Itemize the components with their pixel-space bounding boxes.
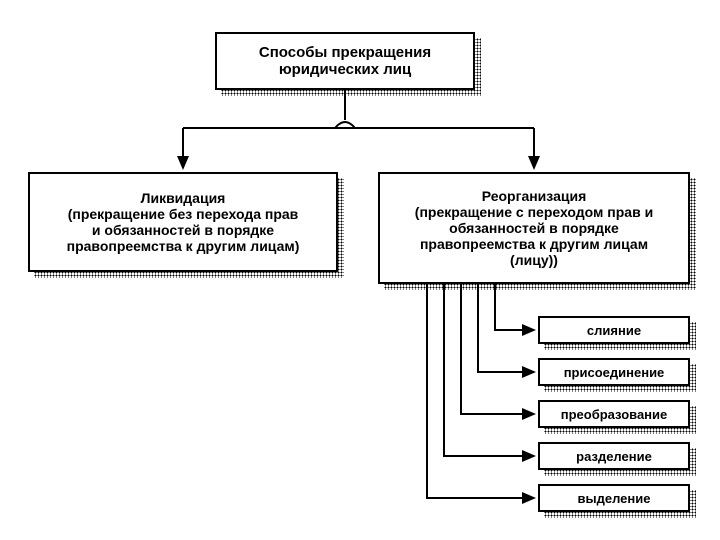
- liquidation-line3: и обязанностей в порядке: [92, 222, 274, 238]
- reorganization-line5: (лицу)): [510, 252, 558, 268]
- liquidation-line2: (прекращение без перехода прав: [68, 206, 299, 222]
- root-box: Способы прекращения юридических лиц: [215, 32, 475, 90]
- sub-label-3: разделение: [576, 449, 652, 464]
- liquidation-line4: правопреемства к другим лицам): [67, 238, 300, 254]
- sub-box-join: присоединение: [538, 358, 690, 386]
- sub-label-4: выделение: [578, 491, 651, 506]
- sub-box-split: разделение: [538, 442, 690, 470]
- root-line1: Способы прекращения: [259, 44, 431, 61]
- liquidation-box: Ликвидация (прекращение без перехода пра…: [28, 172, 338, 272]
- reorganization-line2: (прекращение с переходом прав и: [415, 204, 653, 220]
- sub-label-0: слияние: [587, 323, 641, 338]
- sub-box-extract: выделение: [538, 484, 690, 512]
- root-line2: юридических лиц: [279, 61, 411, 78]
- sub-label-2: преобразование: [561, 407, 668, 422]
- sub-box-transform: преобразование: [538, 400, 690, 428]
- reorganization-box: Реорганизация (прекращение с переходом п…: [378, 172, 690, 284]
- sub-label-1: присоединение: [564, 365, 665, 380]
- liquidation-line1: Ликвидация: [141, 190, 226, 206]
- reorganization-line3: обязанностей в порядке: [449, 220, 619, 236]
- reorganization-line4: правопреемства к другим лицам: [420, 236, 648, 252]
- sub-box-merge: слияние: [538, 316, 690, 344]
- reorganization-line1: Реорганизация: [482, 188, 587, 204]
